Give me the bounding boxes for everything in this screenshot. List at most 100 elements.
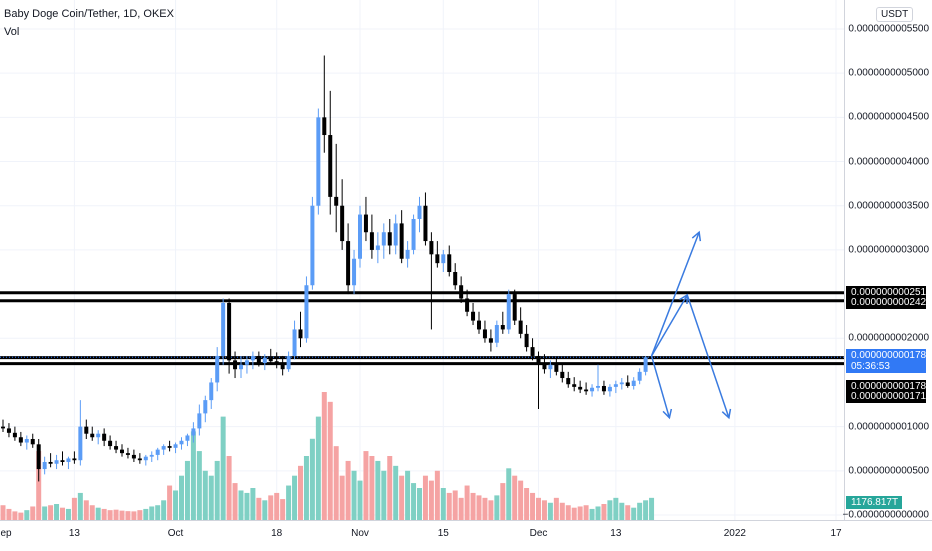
candle-body: [518, 320, 523, 334]
candle-body: [227, 302, 232, 361]
candle-body: [524, 333, 529, 348]
candle-body: [143, 456, 148, 461]
time-axis[interactable]: ep 13 Oct 18 Nov 15 Dec 13 2022 17: [0, 520, 932, 551]
volume-bar: [36, 451, 42, 520]
volume-bar: [625, 505, 631, 520]
price-tick-label: 0.0000000001000: [848, 421, 929, 433]
volume-bar: [173, 490, 179, 520]
candle-body: [149, 454, 154, 457]
volume-bar: [208, 475, 214, 520]
candle-body: [137, 458, 142, 461]
candle-body: [72, 458, 77, 461]
volume-bar: [268, 495, 274, 520]
volume-bar: [77, 492, 83, 520]
candle-body: [215, 355, 220, 383]
candle-body: [554, 364, 559, 372]
candle-body: [84, 426, 89, 434]
volume-bar: [202, 470, 208, 520]
volume-bar: [357, 480, 363, 520]
volume-bar: [18, 512, 24, 520]
volume-bar: [452, 490, 458, 520]
candle-body: [536, 355, 541, 365]
candle-body: [643, 357, 648, 372]
volume-bar: [292, 475, 298, 520]
volume-bar: [333, 446, 339, 520]
candle-body: [203, 400, 208, 414]
candle-body: [167, 446, 172, 448]
time-tick-label: 15: [437, 528, 449, 539]
volume-bar: [327, 401, 333, 520]
candle-body: [601, 385, 606, 392]
volume-bar: [583, 505, 589, 520]
volume-bar: [54, 504, 60, 520]
time-tick-label: 17: [830, 528, 842, 539]
volume-bar: [107, 510, 113, 520]
volume-bar: [607, 500, 613, 520]
candle-body: [125, 453, 130, 455]
forecast-arrow: [650, 231, 700, 357]
price-axis[interactable]: 0.0000000005500 0.0000000005000 0.00000000…: [843, 0, 932, 521]
volume-bar: [589, 508, 595, 520]
volume-bar: [238, 490, 244, 520]
candle-body: [530, 347, 535, 356]
volume-bars: [0, 392, 655, 520]
time-tick-label: Oct: [167, 528, 184, 539]
price-tick-label: 0.0000000004000: [848, 156, 929, 168]
candle-body: [304, 285, 309, 339]
candle-body: [435, 254, 440, 264]
candle-body: [131, 454, 136, 459]
candle-body: [114, 446, 119, 450]
candle-body: [560, 371, 565, 379]
volume-bar: [315, 416, 321, 520]
volume-bar: [559, 502, 565, 520]
volume-bar: [351, 470, 357, 520]
candle-body: [566, 378, 571, 385]
candle-body: [12, 432, 17, 438]
price-tag: 0.0000000002425: [846, 295, 932, 309]
volume-bar: [637, 502, 643, 520]
candle-body: [590, 387, 595, 392]
volume-bar: [422, 475, 428, 520]
volume-bar: [149, 506, 155, 520]
volume-bar: [440, 488, 446, 520]
candle-body: [262, 357, 267, 364]
forecast-arrow: [650, 355, 671, 419]
volume-bar: [119, 510, 125, 520]
volume-bar: [530, 492, 536, 520]
volume-bar: [65, 508, 71, 520]
volume-bar: [446, 492, 452, 520]
volume-bar: [83, 500, 89, 520]
currency-button[interactable]: USDT: [876, 7, 914, 22]
candle-body: [298, 329, 303, 339]
volume-bar: [405, 470, 411, 520]
candle-body: [477, 320, 481, 330]
candle-body: [340, 205, 345, 242]
forecast-arrow: [686, 294, 730, 419]
volume-bar: [345, 460, 351, 520]
volume-bar: [547, 502, 553, 520]
candle-body: [322, 117, 327, 136]
candle-body: [459, 285, 464, 299]
volume-bar: [309, 438, 315, 520]
volume-bar: [506, 468, 512, 520]
candle-body: [316, 117, 321, 206]
candle-body: [613, 384, 618, 387]
symbol-title: Baby Doge Coin/Tether, 1D, OKEX: [4, 8, 174, 20]
volume-bar: [553, 497, 559, 520]
volume-indicator-label[interactable]: Vol: [4, 26, 20, 38]
time-tick-label: ep: [0, 528, 12, 539]
candle-body: [584, 389, 589, 392]
volume-bar: [250, 488, 256, 520]
arrow-head: [691, 230, 702, 242]
price-tick-label: 0.0000000002000: [848, 332, 929, 344]
volume-bar: [643, 500, 649, 520]
volume-bar: [595, 506, 601, 520]
candle-body: [30, 439, 35, 445]
volume-bar: [12, 511, 18, 520]
volume-bar: [286, 485, 292, 520]
volume-bar: [381, 470, 387, 520]
candle-body: [423, 205, 428, 242]
candle-body: [506, 294, 511, 330]
candle-body: [447, 254, 452, 272]
